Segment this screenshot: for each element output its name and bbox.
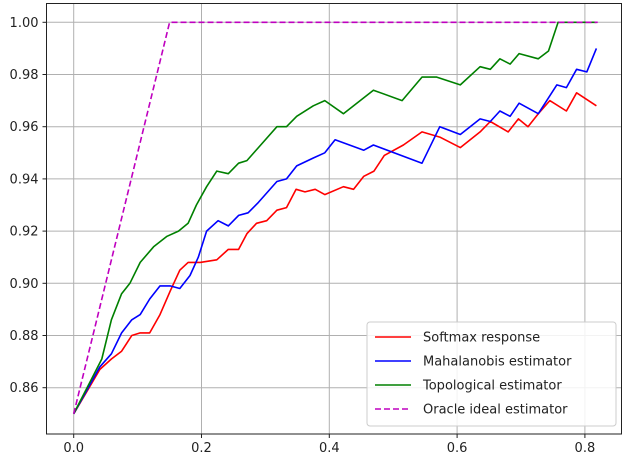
legend: Softmax response Mahalanobis estimator Top… [366, 321, 617, 427]
series-lines [72, 21, 598, 415]
y-tick-label: 0.98 [10, 68, 39, 83]
ticks: 0.0 0.2 0.4 0.6 0.8 0.86 0.88 0.90 0.92 0.94 0.96 0… [10, 16, 596, 456]
legend-box [366, 321, 617, 427]
legend-label: Oracle ideal estimator [423, 403, 568, 418]
y-tick-label: 0.86 [10, 381, 39, 396]
x-tick-label: 0.4 [319, 441, 340, 456]
y-tick-label: 0.96 [10, 120, 39, 135]
y-tick-label: 0.92 [10, 225, 39, 240]
y-tick-label: 1.00 [10, 16, 39, 31]
y-tick-label: 0.90 [10, 277, 39, 292]
x-tick-label: 0.2 [191, 441, 212, 456]
x-tick-label: 0.0 [63, 441, 84, 456]
series-line-oracle-ideal-estimator [72, 21, 598, 414]
series-line-softmax-response [73, 92, 597, 415]
x-tick-label: 0.6 [447, 441, 468, 456]
x-tick-label: 0.8 [575, 441, 596, 456]
plot-frame [46, 3, 622, 435]
legend-label: Topological estimator [422, 379, 562, 394]
series-line-topological-estimator [72, 21, 597, 415]
series-line-mahalanobis-estimator [73, 48, 598, 415]
legend-label: Softmax response [423, 331, 540, 346]
y-tick-label: 0.94 [10, 172, 39, 187]
y-tick-label: 0.88 [10, 329, 39, 344]
legend-label: Mahalanobis estimator [423, 355, 572, 370]
